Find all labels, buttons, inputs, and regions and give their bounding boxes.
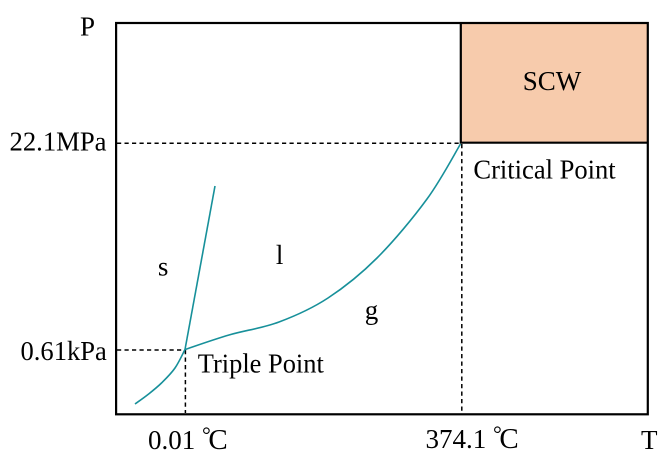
svg-text:Triple Point: Triple Point [198,349,324,379]
svg-text:T: T [641,425,658,455]
svg-text:P: P [80,12,95,42]
svg-text:SCW: SCW [523,66,582,96]
svg-text:Critical Point: Critical Point [473,154,616,184]
svg-text:22.1MPa: 22.1MPa [10,126,107,156]
svg-text:s: s [158,251,169,281]
svg-text:0.01 °C: 0.01 °C [148,422,228,456]
svg-text:374.1 °C: 374.1 °C [426,421,519,455]
svg-text:g: g [365,295,379,325]
svg-text:l: l [276,240,284,270]
svg-text:0.61kPa: 0.61kPa [21,336,107,366]
